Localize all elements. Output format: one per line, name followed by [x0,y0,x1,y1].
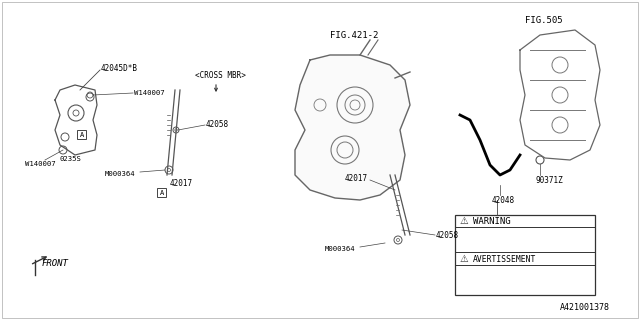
Text: ⚠: ⚠ [460,216,468,226]
Text: 42017: 42017 [170,179,193,188]
Bar [455,215,595,295]
Text: M000364: M000364 [325,246,356,252]
Text: ⚠: ⚠ [460,254,468,264]
Text: FIG.421-2: FIG.421-2 [330,30,378,39]
Polygon shape [295,55,410,200]
Bar [157,188,166,197]
Text: 42048: 42048 [492,196,515,204]
Text: 42058: 42058 [206,119,229,129]
Text: 42045D*B: 42045D*B [101,63,138,73]
Text: M000364: M000364 [105,171,136,177]
Text: 90371Z: 90371Z [535,175,563,185]
Bar [77,130,86,139]
Text: W140007: W140007 [25,161,56,167]
Text: W140007: W140007 [134,90,164,96]
Text: A: A [79,132,84,138]
Text: FIG.505: FIG.505 [525,15,563,25]
Text: 42017: 42017 [345,173,368,182]
Text: A421001378: A421001378 [560,302,610,311]
Text: FRONT: FRONT [42,259,69,268]
Text: 0235S: 0235S [60,156,82,162]
Text: <CROSS MBR>: <CROSS MBR> [195,70,246,79]
Text: WARNING: WARNING [473,217,511,226]
Text: 42058: 42058 [436,230,459,239]
Text: A: A [159,189,164,196]
Text: AVERTISSEMENT: AVERTISSEMENT [473,254,536,263]
